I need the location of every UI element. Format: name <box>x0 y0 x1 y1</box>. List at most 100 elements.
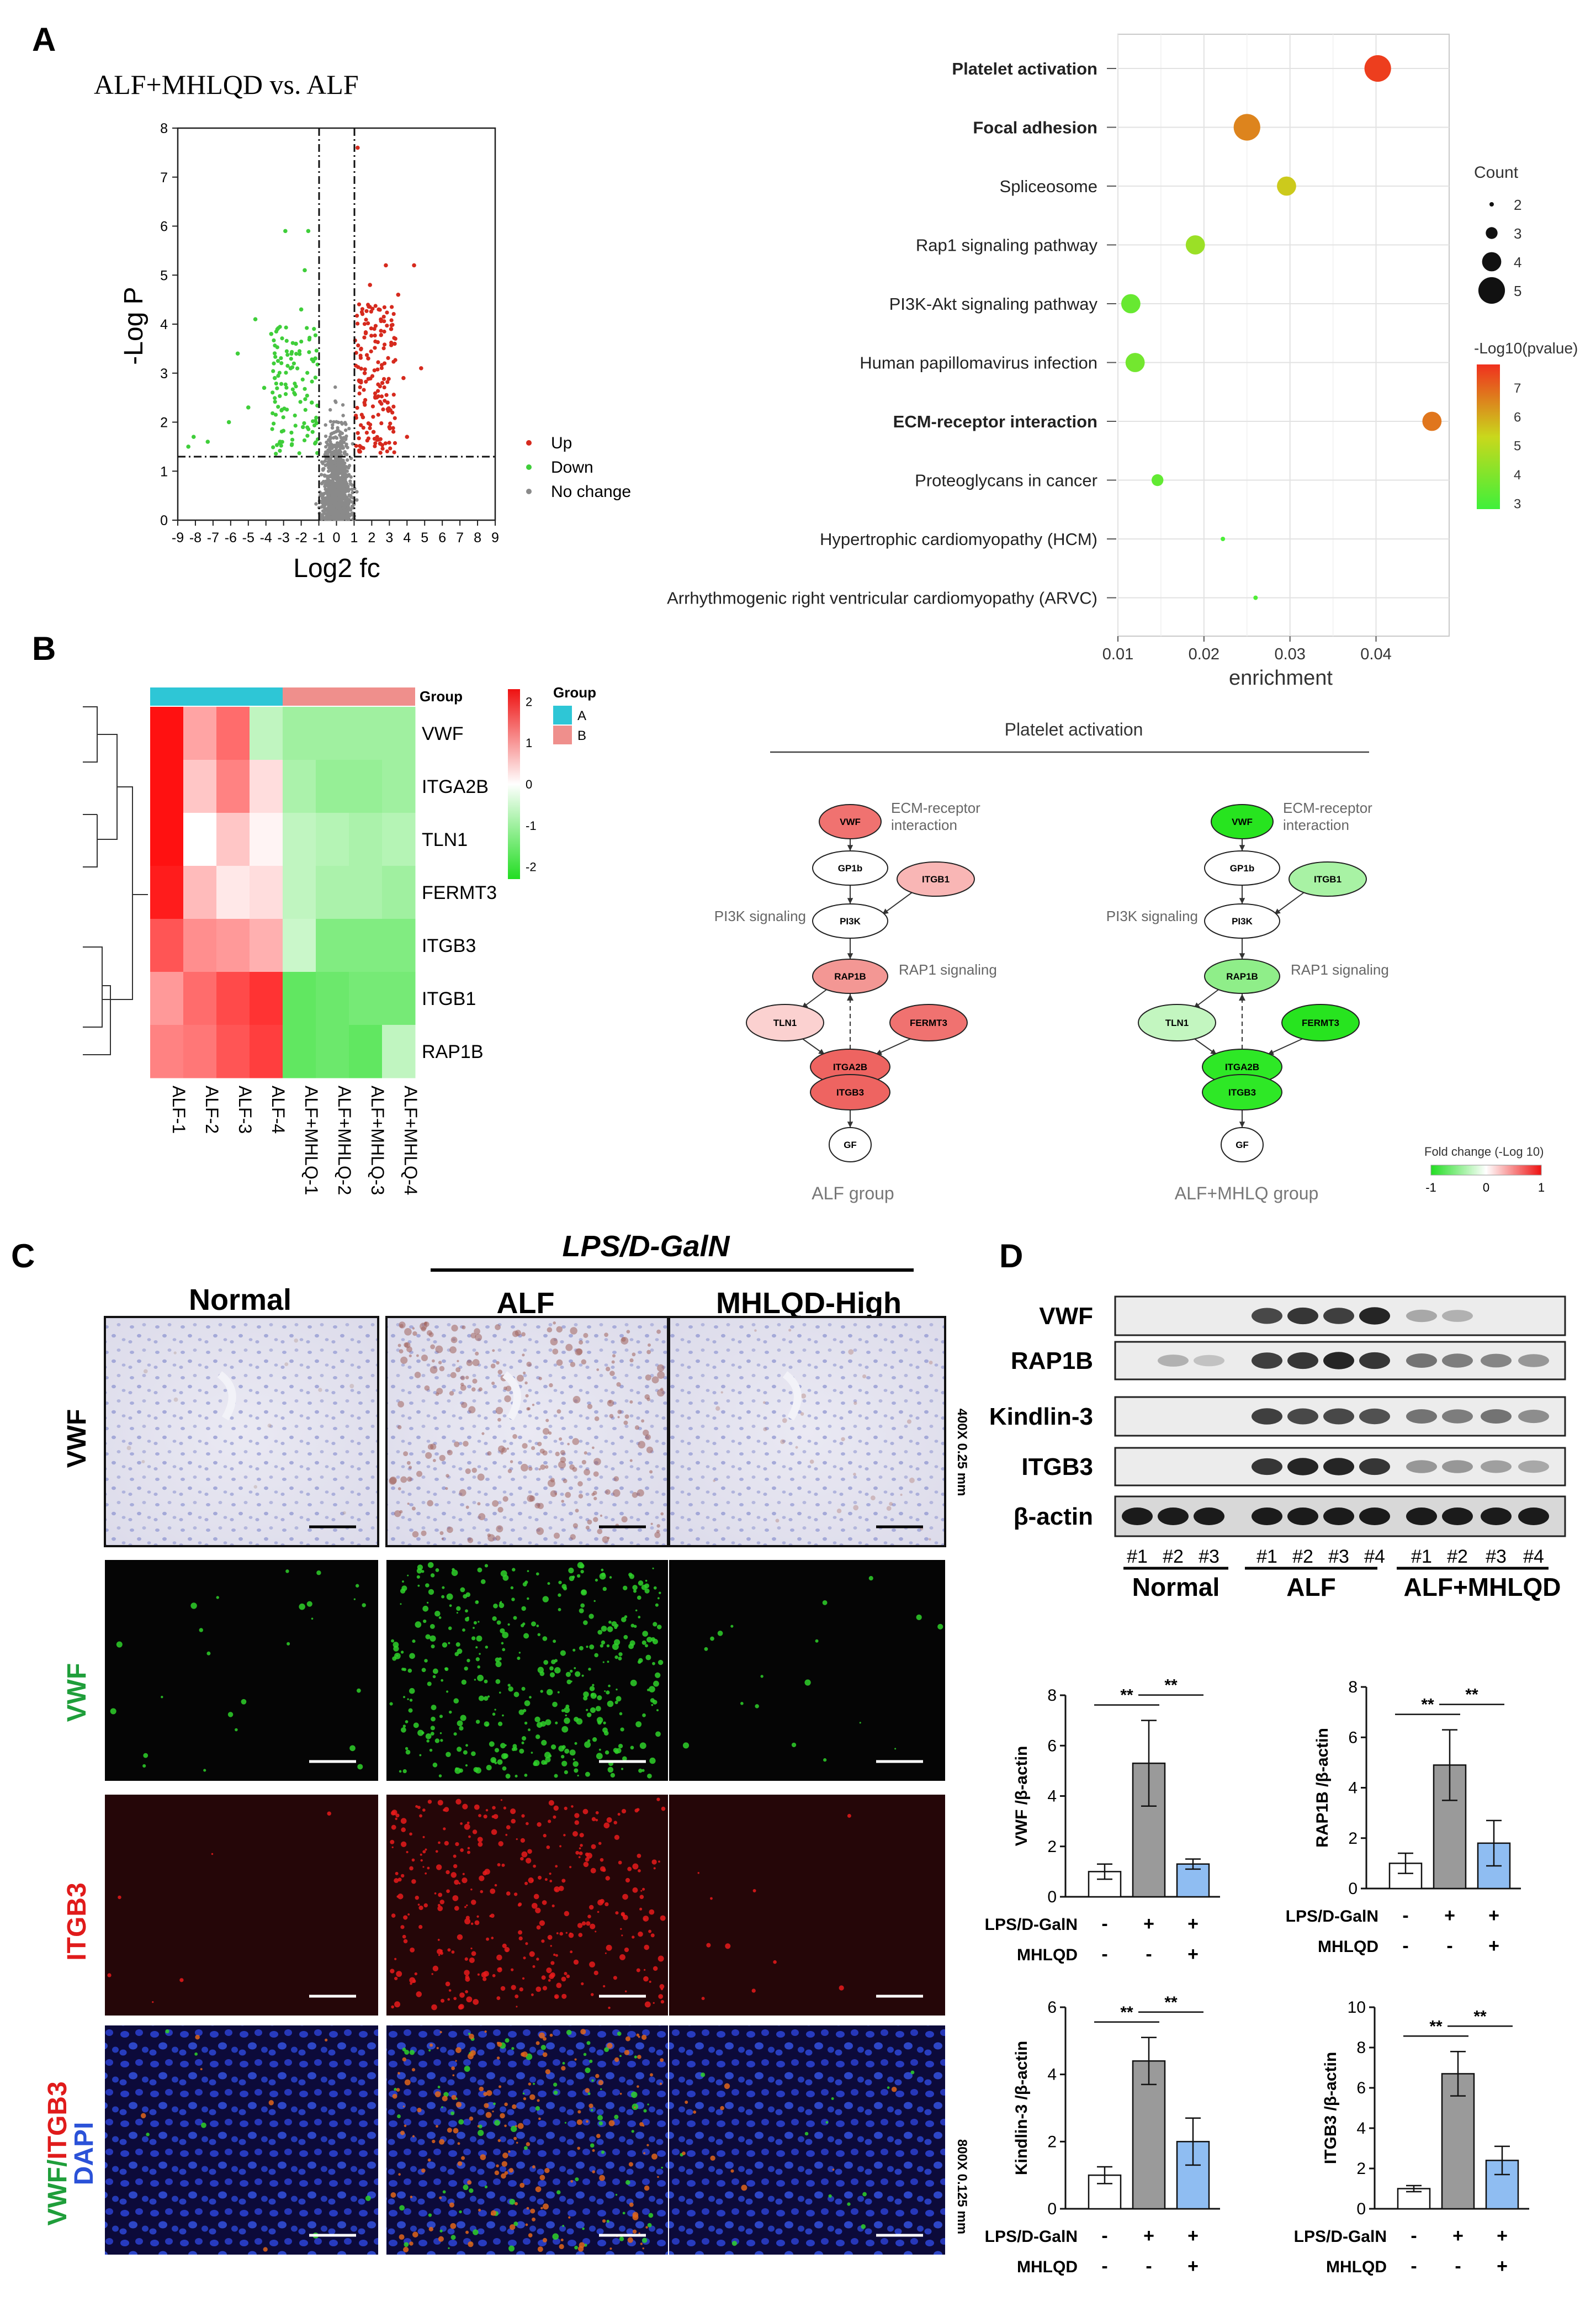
vwf-signal <box>569 1575 575 1581</box>
vwf-signal <box>417 1729 424 1736</box>
vwf-signal <box>633 1589 637 1593</box>
vwf-signal <box>403 1696 405 1699</box>
vwf-signal <box>638 1658 643 1663</box>
itgb3-signal <box>561 1879 566 1883</box>
vwf-signal <box>589 1686 595 1691</box>
ihc-stain <box>575 1509 579 1513</box>
volcano-point-up <box>382 361 387 366</box>
blot-band <box>1406 1507 1437 1525</box>
volcano-point-nochange <box>336 429 340 432</box>
network-node <box>812 903 888 939</box>
volcano-point-down <box>246 405 251 410</box>
network-node <box>1204 850 1280 886</box>
itgb3-signal <box>454 1906 459 1911</box>
ihc-stain <box>450 1372 457 1378</box>
vwf-signal <box>593 1600 596 1602</box>
vwf-signal <box>576 1574 581 1578</box>
itgb3-signal <box>179 1978 184 1982</box>
itgb3-signal <box>504 2171 508 2175</box>
vwf-signal <box>597 2115 603 2121</box>
heatmap-cell <box>316 919 349 972</box>
itgb3-signal <box>395 1813 400 1818</box>
itgb3-signal <box>531 1902 538 1909</box>
ihc-stain <box>531 1446 535 1451</box>
vwf-signal <box>142 1764 146 1768</box>
vwf-signal <box>474 1679 476 1681</box>
vwf-signal <box>587 1739 591 1743</box>
blot-band <box>1287 1458 1318 1475</box>
itgb3-signal <box>516 2006 518 2008</box>
itgb3-signal <box>637 1854 641 1858</box>
ihc-stain <box>886 1506 892 1511</box>
network-label-pi3k: PI3K signaling <box>714 908 806 924</box>
itgb3-signal <box>543 1834 547 1838</box>
itgb3-signal <box>599 2175 605 2181</box>
ihc-stain <box>524 1381 528 1385</box>
vwf-signal <box>569 1749 576 1756</box>
volcano-point-down <box>279 382 284 386</box>
kegg-bubble <box>1121 294 1141 314</box>
itgb3-signal <box>428 2226 433 2232</box>
itgb3-signal <box>660 2058 664 2062</box>
itgb3-signal <box>566 1974 570 1979</box>
heatmap-cell <box>316 813 349 866</box>
vwf-signal <box>201 2122 206 2128</box>
volcano-point-down <box>298 352 302 356</box>
itgb3-signal <box>444 1807 449 1812</box>
vwf-signal <box>639 1742 646 1749</box>
volcano-point-up <box>373 395 378 400</box>
itgb3-signal <box>693 2110 697 2114</box>
vwf-signal <box>755 1704 759 1708</box>
itgb3-signal <box>574 1820 579 1825</box>
itgb3-signal <box>661 1806 666 1811</box>
ihc-stain <box>399 1324 404 1328</box>
ihc-stain <box>560 1457 566 1463</box>
merge-vwf: VWF/ <box>43 2160 72 2226</box>
vwf-signal <box>478 1695 484 1701</box>
ihc-stain <box>461 1401 468 1409</box>
volcano-point-up <box>359 423 363 427</box>
volcano-point-down <box>285 363 290 368</box>
blot-label: ITGB3 <box>1021 1453 1093 1480</box>
micrograph-2-0 <box>105 1795 378 2016</box>
itgb3-signal <box>482 1977 487 1981</box>
ihc-stain <box>477 1502 481 1506</box>
itgb3-signal <box>446 1889 450 1893</box>
volcano-point-nochange <box>321 509 325 513</box>
heatmap-column-label: ALF-4 <box>268 1086 288 1134</box>
heatmap-row-label: RAP1B <box>422 1041 484 1062</box>
volcano-point-down <box>278 448 282 453</box>
ihc-stain <box>800 1412 804 1416</box>
itgb3-signal <box>653 2002 655 2004</box>
itgb3-signal <box>411 2068 416 2072</box>
treat-mhlqd-sign: - <box>1446 1935 1452 1956</box>
heatmap-cell <box>150 707 184 760</box>
itgb3-signal <box>595 2073 600 2078</box>
itgb3-signal <box>509 2224 516 2230</box>
itgb3-signal <box>539 2032 545 2039</box>
itgb3-signal <box>470 1900 476 1905</box>
column-header-normal: Normal <box>189 1283 291 1316</box>
ihc-stain <box>447 1526 453 1533</box>
volcano-point-down <box>281 429 286 433</box>
itgb3-signal <box>491 1937 494 1940</box>
volcano-point-up <box>366 377 370 381</box>
itgb3-signal <box>564 1972 568 1976</box>
vwf-signal <box>529 1696 532 1699</box>
volcano-point-nochange <box>349 456 353 461</box>
volcano-point-down <box>291 361 296 366</box>
group-legend-b-swatch <box>553 726 572 744</box>
volcano-point-nochange <box>347 426 351 431</box>
treat-mhlqd-sign: + <box>1488 1935 1499 1956</box>
vwf-signal <box>417 1584 420 1587</box>
ihc-stain <box>646 1397 651 1401</box>
itgb3-signal <box>401 1827 406 1832</box>
network-title: Platelet activation <box>1005 720 1143 739</box>
vwf-signal <box>426 1601 429 1604</box>
itgb3-signal <box>526 2142 531 2146</box>
volcano-x-tick-label: -8 <box>189 530 202 546</box>
volcano-point-up <box>379 366 384 371</box>
vwf-signal <box>533 2082 535 2085</box>
itgb3-signal <box>501 1863 505 1867</box>
